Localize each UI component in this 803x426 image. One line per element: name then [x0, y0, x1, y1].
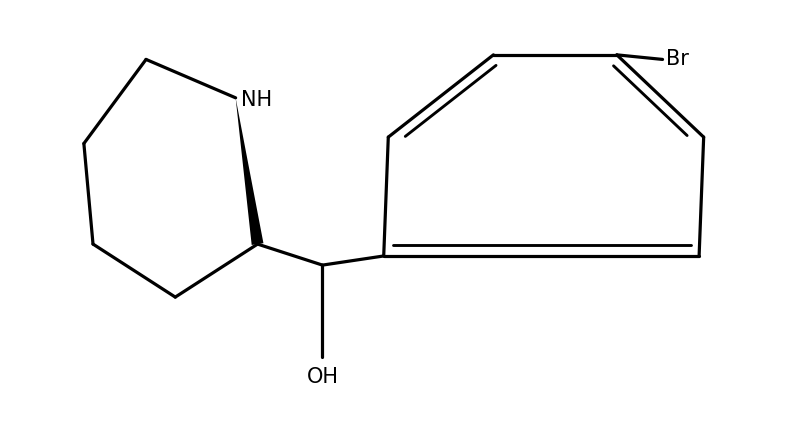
- Text: OH: OH: [306, 368, 338, 388]
- Text: NH: NH: [241, 89, 272, 109]
- Polygon shape: [235, 98, 263, 245]
- Text: Br: Br: [666, 49, 688, 69]
